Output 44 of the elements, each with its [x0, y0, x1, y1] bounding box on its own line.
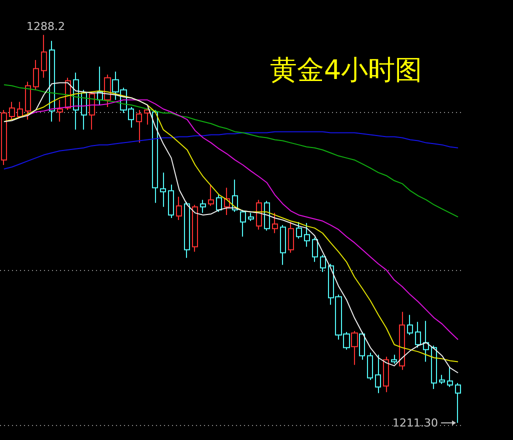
- candlestick: [320, 254, 326, 272]
- candlestick: [224, 187, 230, 216]
- candlestick: [423, 320, 429, 362]
- candlestick: [192, 204, 198, 252]
- candlestick: [184, 201, 190, 258]
- candlestick: [248, 212, 254, 222]
- candlestick: [33, 60, 39, 90]
- candlestick: [208, 184, 214, 206]
- candlestick: [447, 366, 453, 388]
- candlestick: [136, 110, 142, 144]
- candlestick: [41, 34, 47, 78]
- candlestick: [168, 184, 174, 218]
- candlestick: [415, 321, 421, 348]
- candlestick: [407, 314, 413, 336]
- candlestick: [439, 374, 445, 384]
- candlestick: [57, 99, 63, 122]
- candlestick: [152, 110, 158, 204]
- candlestick: [25, 81, 31, 120]
- candlestick: [49, 40, 55, 122]
- candlestick: [240, 209, 246, 238]
- candlestick: [216, 194, 222, 212]
- candlestick: [89, 91, 95, 130]
- candlestick: [399, 311, 405, 370]
- candlestick: [280, 224, 286, 266]
- candlestick: [375, 354, 381, 394]
- candlestick: [288, 222, 294, 254]
- candlestick: [391, 354, 397, 364]
- candlestick: [304, 222, 310, 248]
- candlestick: [160, 172, 166, 208]
- candlestick: [296, 222, 302, 240]
- candlestick: [383, 356, 389, 393]
- candlestick: [272, 212, 278, 234]
- candlestick: [200, 199, 206, 214]
- annotation: 1288.2: [26, 20, 66, 33]
- candlestick: [9, 101, 15, 120]
- candlestick: [144, 107, 150, 126]
- candlestick: [176, 196, 182, 220]
- candlestick: [264, 200, 270, 232]
- candlestick: [256, 199, 262, 230]
- candlestick: [17, 101, 23, 118]
- text: 黄金4小时图: [270, 55, 422, 86]
- candlestick: [431, 345, 437, 390]
- candlestick: [367, 352, 373, 380]
- candlestick: [312, 237, 318, 262]
